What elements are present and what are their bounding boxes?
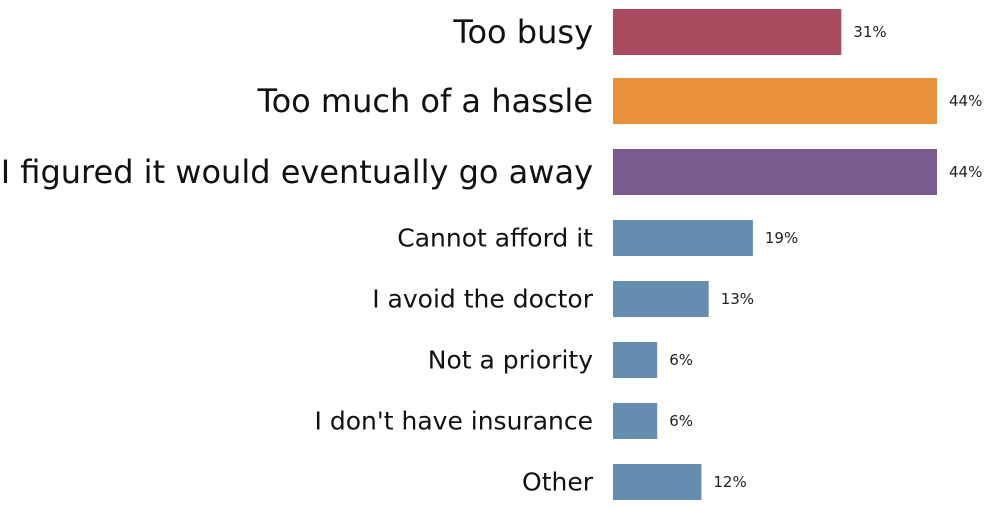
value-label-6: 6% (669, 412, 693, 430)
category-label-0: Too busy (452, 13, 593, 51)
category-label-2: I figured it would eventually go away (1, 153, 593, 191)
bar-3 (613, 220, 753, 256)
value-label-5: 6% (669, 351, 693, 369)
bar-6 (613, 403, 658, 439)
category-label-6: I don't have insurance (315, 407, 593, 436)
bar-1 (613, 78, 937, 124)
value-labels: 31% 44% 44% 19% 13% 6% 6% 12% (669, 23, 982, 491)
bar-0 (613, 9, 842, 55)
category-label-7: Other (522, 468, 594, 497)
category-label-5: Not a priority (428, 346, 593, 375)
category-labels: Too busy Too much of a hassle I figured it… (1, 13, 594, 497)
bars-layer (613, 9, 937, 500)
value-label-4: 13% (721, 290, 754, 308)
bar-7 (613, 464, 702, 500)
category-label-1: Too much of a hassle (256, 82, 593, 120)
value-label-2: 44% (949, 163, 982, 181)
bar-4 (613, 281, 709, 317)
value-label-0: 31% (853, 23, 886, 41)
bar-5 (613, 342, 658, 378)
value-label-7: 12% (713, 473, 746, 491)
value-label-3: 19% (765, 229, 798, 247)
category-label-3: Cannot afford it (397, 224, 593, 253)
bar-2 (613, 149, 937, 195)
category-label-4: I avoid the doctor (372, 285, 593, 314)
value-label-1: 44% (949, 92, 982, 110)
